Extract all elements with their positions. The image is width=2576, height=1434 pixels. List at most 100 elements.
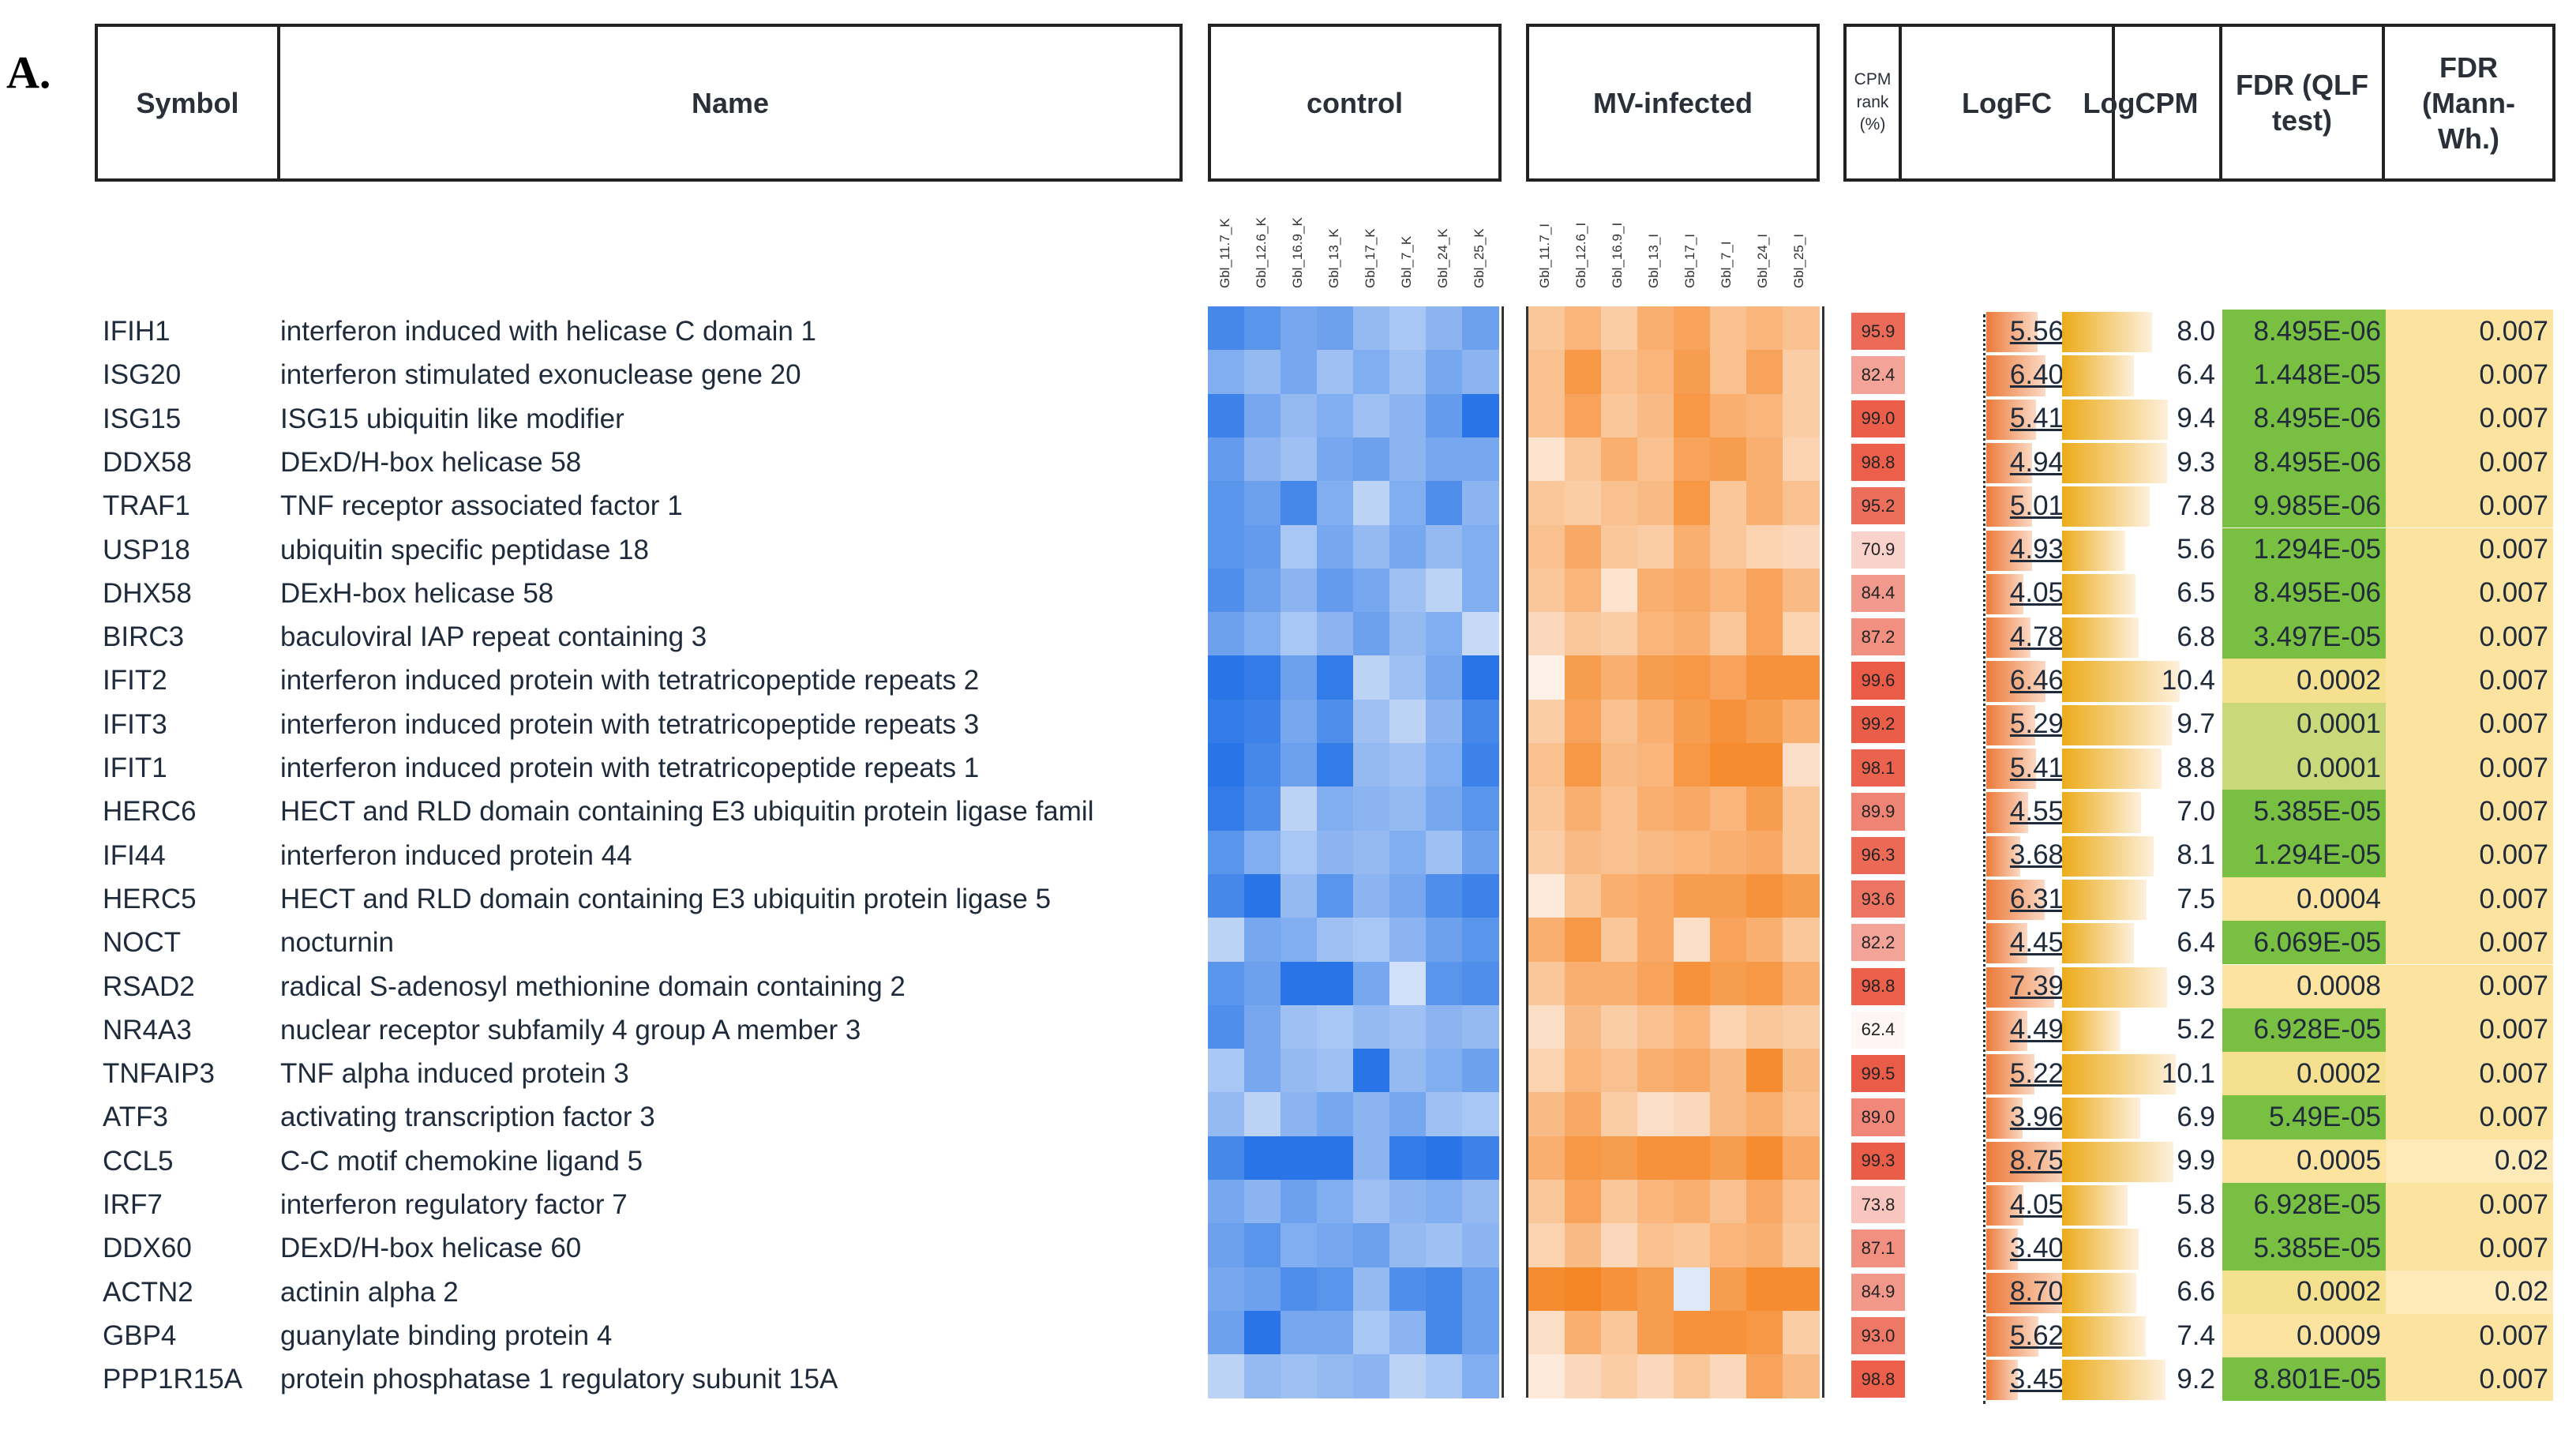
heatmap-cell <box>1353 655 1390 700</box>
heatmap-cell <box>1353 699 1390 744</box>
heatmap-cell <box>1426 306 1463 351</box>
heatmap-cell <box>1244 830 1281 875</box>
heatmap-cell <box>1244 1180 1281 1225</box>
heatmap-cell <box>1244 1092 1281 1137</box>
heatmap-cell <box>1281 655 1318 700</box>
heatmap-cell <box>1208 743 1245 788</box>
heatmap-cell <box>1353 786 1390 831</box>
gene-symbol: IFIT3 <box>103 708 167 740</box>
heatmap-cell <box>1281 699 1318 744</box>
fdr-mw-cell <box>2386 833 2553 877</box>
header-cpm-line1: CPM <box>1854 70 1892 89</box>
logfc-value: 8.70 <box>2009 1276 2064 1308</box>
heatmap-cell <box>1208 699 1245 744</box>
fdr-qlf-cell <box>2222 1313 2386 1358</box>
heatmap-cell <box>1637 1354 1674 1399</box>
header-control-label: control <box>1307 86 1403 119</box>
header-fdr-qlf: FDR (QLF test) <box>2222 27 2385 178</box>
header-cpm-line3: (%) <box>1859 115 1886 134</box>
heatmap-cell <box>1244 786 1281 831</box>
heatmap-cell <box>1710 786 1747 831</box>
fdr-qlf-value: 0.0001 <box>2296 752 2381 783</box>
sample-label-infected: Gbl_16.9_I <box>1602 193 1633 304</box>
heatmap-cell <box>1528 437 1565 482</box>
heatmap-cell <box>1426 1267 1463 1312</box>
heatmap-cell <box>1637 786 1674 831</box>
heatmap-cell <box>1746 1004 1783 1050</box>
heatmap-cell <box>1462 306 1499 351</box>
heatmap-cell <box>1317 786 1354 831</box>
heatmap-cell <box>1637 524 1674 569</box>
heatmap-cell <box>1565 306 1602 351</box>
cpm-rank-cell: 99.3 <box>1851 1142 1905 1180</box>
heatmap-cell <box>1565 1004 1602 1050</box>
fdr-mw-cell <box>2386 527 2553 572</box>
fdr-mw-cell <box>2386 310 2553 354</box>
cpm-rank-cell: 84.4 <box>1851 574 1905 613</box>
heatmap-cell <box>1462 786 1499 831</box>
heatmap-cell <box>1637 1049 1674 1094</box>
heatmap-cell <box>1244 1310 1281 1356</box>
fdr-mw-value: 0.007 <box>2479 970 2548 1002</box>
logfc-value: 6.31 <box>2009 883 2064 914</box>
heatmap-cell <box>1710 350 1747 395</box>
heatmap-infected <box>1526 306 1824 1399</box>
logcpm-bar <box>2062 835 2154 877</box>
heatmap-cell <box>1389 1092 1427 1137</box>
heatmap-cell <box>1353 918 1390 963</box>
fdr-mw-cell <box>2386 746 2553 790</box>
heatmap-cell <box>1637 1223 1674 1268</box>
fdr-qlf-value: 8.495E-06 <box>2253 577 2381 609</box>
logfc-bar <box>1986 1316 2038 1357</box>
heatmap-cell <box>1601 481 1638 526</box>
heatmap-cell <box>1783 961 1820 1006</box>
heatmap-cell <box>1528 1310 1565 1356</box>
heatmap-cell <box>1389 350 1427 395</box>
heatmap-cell <box>1462 350 1499 395</box>
heatmap-cell <box>1710 1223 1747 1268</box>
heatmap-cell <box>1637 1136 1674 1181</box>
heatmap-cell <box>1389 1136 1427 1181</box>
gene-symbol: HERC5 <box>103 883 197 914</box>
header-fdr-qlf-line2: test) <box>2271 104 2332 137</box>
heatmap-cell <box>1462 918 1499 963</box>
logfc-value: 5.56 <box>2009 315 2064 347</box>
fdr-mw-cell <box>2386 702 2553 746</box>
fdr-mw-cell <box>2386 1270 2553 1314</box>
heatmap-cell <box>1353 1180 1390 1225</box>
gene-name: interferon induced protein 44 <box>280 839 632 871</box>
heatmap-cell <box>1281 1354 1318 1399</box>
heatmap-cell <box>1601 1004 1638 1050</box>
heatmap-cell <box>1208 1004 1245 1050</box>
logfc-bar <box>1986 1272 2066 1313</box>
logcpm-bar <box>2062 792 2141 833</box>
heatmap-cell <box>1317 306 1354 351</box>
fdr-mw-cell <box>2386 1183 2553 1227</box>
heatmap-cell <box>1353 612 1390 657</box>
heatmap-cell <box>1462 393 1499 438</box>
fdr-qlf-cell <box>2222 484 2386 528</box>
heatmap-cell <box>1244 568 1281 614</box>
logfc-bar <box>1986 573 2023 615</box>
panel-label: A. <box>6 47 51 98</box>
gene-name: interferon induced protein with tetratri… <box>280 708 980 740</box>
logcpm-bar <box>2062 486 2150 527</box>
heatmap-cell <box>1353 306 1390 351</box>
heatmap-cell <box>1208 830 1245 875</box>
heatmap-cell <box>1783 524 1820 569</box>
heatmap-cell <box>1244 393 1281 438</box>
sample-label-infected: Gbl_25_I <box>1783 193 1815 304</box>
gene-name: C-C motif chemokine ligand 5 <box>280 1145 643 1177</box>
heatmap-cell <box>1208 437 1245 482</box>
heatmap-cell <box>1528 655 1565 700</box>
logcpm-value: 6.4 <box>2177 926 2215 958</box>
heatmap-cell <box>1353 1136 1390 1181</box>
fdr-qlf-cell <box>2222 790 2386 834</box>
heatmap-cell <box>1783 393 1820 438</box>
heatmap-cell <box>1710 1310 1747 1356</box>
heatmap-cell <box>1317 481 1354 526</box>
logcpm-value: 10.1 <box>2161 1057 2215 1089</box>
sample-label-text: Gbl_17_I <box>1682 234 1697 288</box>
logcpm-value: 5.8 <box>2177 1188 2215 1220</box>
heatmap-cell <box>1528 743 1565 788</box>
